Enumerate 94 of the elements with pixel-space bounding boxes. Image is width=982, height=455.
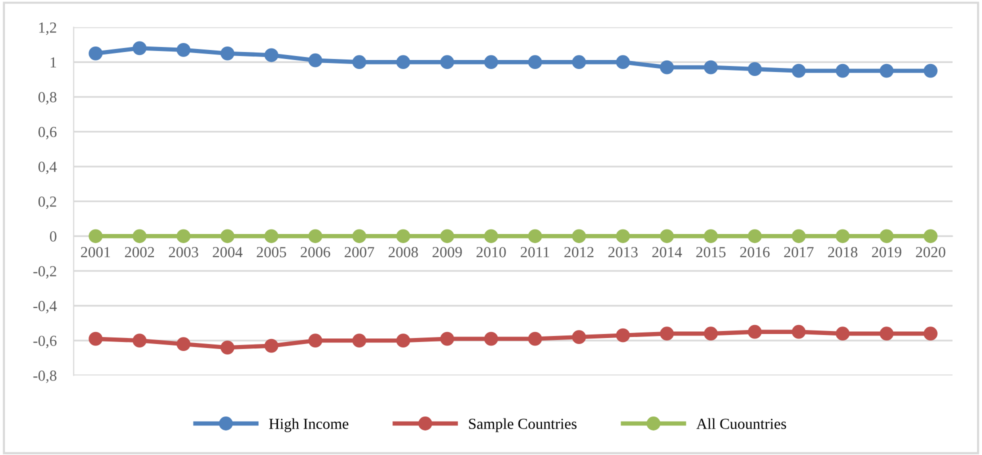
x-tick-label: 2005	[256, 247, 286, 258]
y-tick-label: 0,4	[38, 162, 57, 174]
y-tick-label: 1	[50, 57, 56, 68]
point	[396, 229, 410, 244]
point	[264, 338, 278, 353]
point	[792, 229, 806, 244]
point	[880, 64, 894, 78]
x-tick-label: 2006	[300, 247, 330, 258]
x-tick-label: 2009	[432, 247, 462, 258]
point	[264, 229, 278, 244]
point	[572, 55, 586, 70]
point	[484, 55, 498, 70]
point	[88, 229, 103, 244]
legend-label: Sample Countries	[469, 418, 577, 432]
point	[660, 326, 674, 341]
y-tick-label: -0,8	[33, 370, 56, 384]
point	[484, 332, 498, 346]
y-tick-label: -0,4	[33, 300, 57, 314]
point	[396, 334, 410, 348]
point	[220, 46, 234, 60]
point	[704, 229, 718, 244]
point	[616, 229, 630, 244]
point	[352, 55, 366, 70]
point	[308, 229, 322, 244]
y-tick-label: -0,2	[33, 266, 56, 279]
x-tick-label: 2020	[916, 247, 946, 258]
point	[924, 64, 938, 78]
point	[880, 326, 894, 341]
point	[440, 55, 454, 70]
point	[264, 48, 278, 62]
legend-label: All Cuountries	[696, 418, 786, 430]
point	[616, 328, 630, 342]
point	[396, 55, 410, 70]
x-tick-label: 2007	[344, 247, 374, 258]
point	[440, 332, 454, 346]
point	[132, 229, 147, 244]
x-tick-label: 2010	[476, 247, 506, 258]
x-tick-label: 2002	[124, 247, 154, 258]
point	[308, 53, 322, 68]
point	[616, 55, 630, 70]
point	[176, 42, 190, 57]
point	[792, 324, 806, 339]
x-tick-label: 2012	[564, 247, 594, 258]
point	[528, 55, 542, 70]
x-tick-label: 2013	[608, 247, 638, 258]
x-tick-label: 2018	[828, 247, 858, 258]
y-tick-label: -0,6	[33, 336, 57, 348]
point	[352, 334, 366, 348]
point	[748, 229, 762, 244]
point	[176, 337, 190, 351]
point	[836, 326, 850, 341]
x-tick-label: 2014	[652, 247, 682, 258]
point	[132, 41, 147, 56]
point	[220, 340, 234, 354]
point	[660, 229, 674, 244]
point	[440, 229, 454, 244]
y-tick-label: 0	[50, 231, 56, 242]
point	[88, 46, 103, 60]
x-tick-label: 2017	[784, 247, 814, 258]
point	[220, 229, 234, 244]
x-tick-label: 2015	[696, 247, 726, 258]
point	[660, 60, 674, 74]
x-tick-label: 2019	[872, 247, 902, 258]
y-tick-label: 1,2	[39, 22, 56, 35]
point	[704, 60, 718, 74]
x-tick-label: 2008	[388, 247, 418, 258]
point	[572, 330, 586, 344]
point	[792, 64, 806, 78]
point	[704, 326, 718, 341]
point	[88, 332, 103, 346]
y-tick-label: 0,8	[38, 92, 56, 105]
point	[484, 229, 498, 244]
point	[132, 334, 147, 348]
x-tick-label: 2004	[212, 247, 242, 258]
point	[528, 229, 542, 244]
point	[748, 324, 762, 339]
y-tick-label: 0,6	[38, 126, 57, 140]
x-tick-label: 2003	[168, 247, 198, 258]
point	[880, 229, 894, 244]
point	[748, 62, 762, 76]
point	[352, 229, 366, 244]
point	[176, 229, 190, 244]
legend-label: High Income	[269, 418, 348, 432]
x-tick-label: 2016	[740, 247, 770, 258]
point	[572, 229, 586, 244]
x-tick-label: 2011	[520, 247, 550, 258]
point	[308, 334, 322, 348]
point	[836, 229, 850, 244]
point	[924, 326, 938, 341]
point	[924, 229, 938, 244]
point	[836, 64, 850, 78]
point	[528, 332, 542, 346]
x-tick-label: 2001	[81, 247, 110, 258]
y-tick-label: 0,2	[38, 196, 56, 209]
